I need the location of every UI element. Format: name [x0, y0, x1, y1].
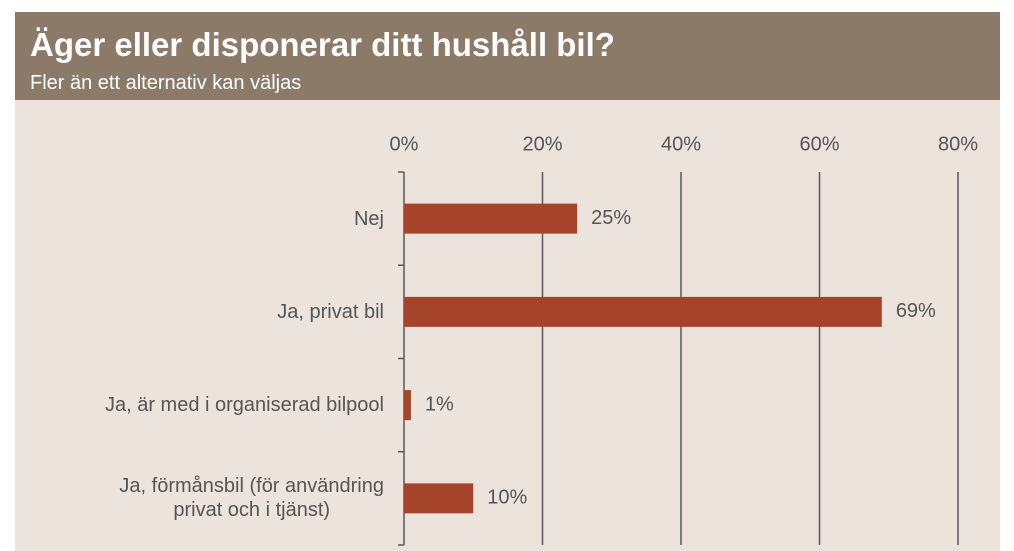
category-label: Ja, är med i organiserad bilpool: [4, 393, 384, 417]
category-label: Ja, förmånsbil (för användring privat oc…: [4, 474, 384, 522]
bar: [404, 203, 578, 234]
x-tick-label: 0%: [390, 133, 419, 155]
bar: [404, 296, 882, 327]
value-label: 69%: [896, 300, 936, 322]
category-text: Nej: [353, 207, 384, 230]
chart-panel: [15, 12, 1000, 551]
x-tick-label: 40%: [661, 133, 701, 155]
bar: [404, 390, 411, 421]
x-tick-label: 20%: [522, 133, 562, 155]
category-text: Ja, förmånsbil (för användring privat oc…: [119, 475, 384, 522]
bar: [404, 483, 474, 514]
category-text: Ja, privat bil: [277, 300, 384, 323]
category-label: Ja, privat bil: [4, 300, 384, 324]
x-tick-label: 80%: [938, 133, 978, 155]
value-label: 1%: [425, 393, 454, 415]
x-tick-label: 60%: [799, 133, 839, 155]
chart-subtitle: Fler än ett alternativ kan väljas: [30, 72, 302, 94]
value-label: 25%: [591, 207, 631, 229]
chart-title: Äger eller disponerar ditt hushåll bil?: [30, 26, 615, 63]
category-label: Nej: [4, 207, 384, 231]
category-text: Ja, är med i organiserad bilpool: [104, 394, 384, 417]
value-label: 10%: [487, 487, 527, 509]
header: [15, 12, 1000, 100]
